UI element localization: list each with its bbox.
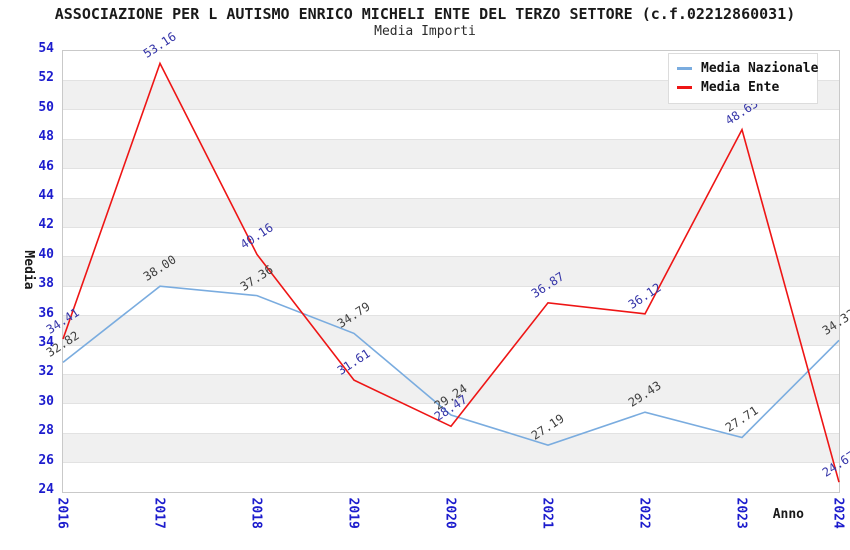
y-tick-label: 30 bbox=[38, 393, 54, 409]
gridline bbox=[63, 226, 839, 228]
y-axis-title: Media bbox=[21, 250, 36, 290]
y-tick-label: 28 bbox=[38, 423, 54, 439]
gridline bbox=[63, 373, 839, 375]
gridline bbox=[63, 79, 839, 81]
gridline bbox=[63, 403, 839, 405]
y-tick-label: 32 bbox=[38, 364, 54, 380]
gridline bbox=[63, 285, 839, 287]
x-tick-label: 2023 bbox=[733, 497, 749, 529]
y-axis: 24 26 28 30 32 34 36 38 40 42 44 46 48 50 52 54 bbox=[0, 42, 54, 497]
legend: Media Nazionale Media Ente bbox=[668, 53, 818, 104]
x-axis: 2016 2017 2018 2019 2020 2021 2022 2023 2024 bbox=[55, 493, 846, 550]
legend-label: Media Ente bbox=[701, 80, 780, 95]
chart-title: ASSOCIAZIONE PER L AUTISMO ENRICO MICHEL… bbox=[54, 5, 796, 23]
x-tick-label: 2017 bbox=[151, 497, 167, 529]
plot-area: 32.82 38.00 37.36 34.79 29.24 27.19 29.43 27.71… bbox=[44, 30, 850, 493]
x-tick-label: 2019 bbox=[345, 497, 361, 529]
gridline bbox=[63, 109, 839, 111]
y-tick-label: 52 bbox=[38, 70, 54, 86]
gridline bbox=[63, 344, 839, 346]
x-tick-label: 2022 bbox=[636, 497, 652, 529]
gridline bbox=[63, 138, 839, 140]
gridline bbox=[63, 432, 839, 434]
y-tick-label: 40 bbox=[38, 246, 54, 262]
y-tick-label: 46 bbox=[38, 158, 54, 174]
x-tick-label: 2018 bbox=[248, 497, 264, 529]
y-tick-label: 26 bbox=[38, 452, 54, 468]
media-nazionale-line-swatch bbox=[677, 67, 692, 70]
gridline bbox=[63, 197, 839, 199]
y-tick-label: 48 bbox=[38, 129, 54, 145]
legend-label: Media Nazionale bbox=[701, 61, 819, 76]
x-tick-label: 2024 bbox=[830, 497, 846, 529]
gridline bbox=[63, 315, 839, 317]
y-tick-label: 42 bbox=[38, 217, 54, 233]
y-tick-label: 24 bbox=[38, 482, 54, 497]
gridline bbox=[63, 462, 839, 464]
gridline bbox=[63, 256, 839, 258]
y-tick-label: 54 bbox=[38, 41, 54, 56]
y-tick-label: 44 bbox=[38, 188, 54, 203]
x-tick-label: 2020 bbox=[442, 497, 458, 529]
line-media-nazionale bbox=[62, 285, 840, 446]
y-tick-label: 38 bbox=[38, 276, 54, 292]
x-tick-label: 2016 bbox=[54, 497, 70, 529]
legend-item-media-ente: Media Ente bbox=[677, 78, 809, 97]
series-lines bbox=[62, 61, 840, 483]
gridline bbox=[63, 168, 839, 170]
legend-item-media-nazionale: Media Nazionale bbox=[677, 59, 818, 78]
chart-subtitle: Media Importi bbox=[374, 24, 476, 39]
y-tick-label: 50 bbox=[38, 99, 54, 115]
y-tick-label: 34 bbox=[38, 335, 54, 350]
line-media-ente bbox=[62, 61, 840, 483]
y-tick-label: 36 bbox=[38, 305, 54, 321]
x-axis-title: Anno bbox=[772, 507, 804, 522]
media-ente-line-swatch bbox=[677, 86, 692, 89]
x-tick-label: 2021 bbox=[539, 497, 555, 529]
